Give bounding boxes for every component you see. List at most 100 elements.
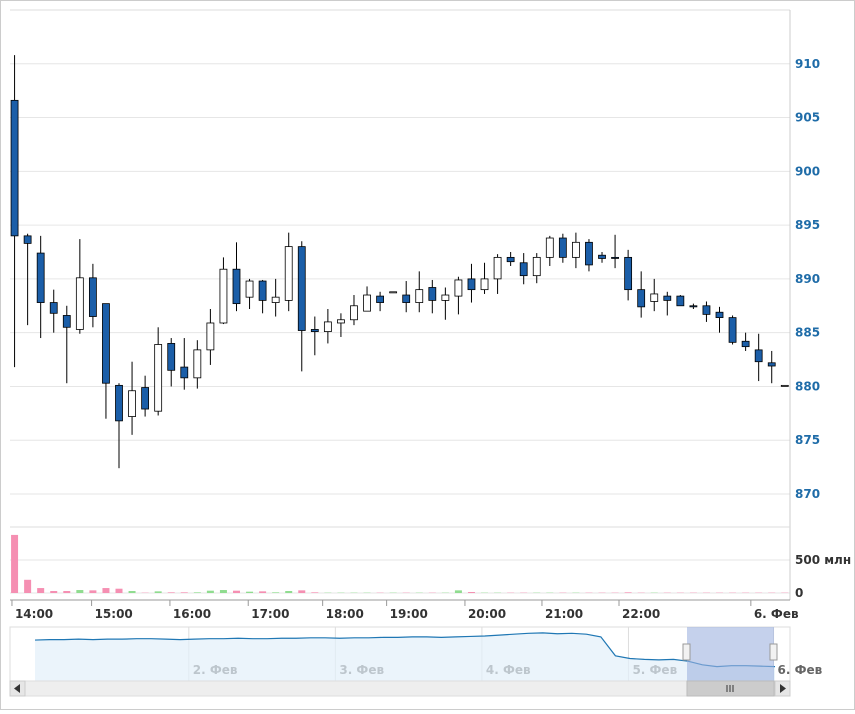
volume-bar [155, 591, 162, 593]
navigator-label: 6. Фев [778, 663, 823, 677]
candle-body [350, 306, 357, 320]
candle-body [102, 304, 109, 384]
x-tick-label: 16:00 [173, 607, 211, 621]
volume-tick-label: 500 млн [795, 553, 851, 567]
candle-body [24, 236, 31, 244]
candle-body [729, 318, 736, 343]
candle-body [494, 257, 501, 279]
x-tick-label: 19:00 [390, 607, 428, 621]
candle-body [664, 296, 671, 300]
candle-body [468, 279, 475, 290]
candle-body [285, 247, 292, 301]
x-tick-label: 17:00 [251, 607, 289, 621]
candle-body [142, 388, 149, 410]
candle-body [220, 269, 227, 323]
candle-body [742, 341, 749, 346]
volume-bar [194, 592, 201, 593]
candle-body [507, 257, 514, 261]
candle-body [337, 320, 344, 323]
candle-body [690, 306, 697, 307]
volume-bar [11, 535, 18, 593]
volume-bar [24, 580, 31, 593]
candle-body [585, 242, 592, 265]
candle-body [364, 295, 371, 311]
volume-bar [285, 591, 292, 593]
y-tick-label: 880 [795, 379, 820, 393]
x-tick-label: 18:00 [326, 607, 364, 621]
candle-body [390, 292, 397, 293]
navigator-handle[interactable] [770, 644, 777, 660]
candle-body [703, 306, 710, 315]
candle-body [89, 278, 96, 317]
volume-tick-label: 0 [795, 586, 803, 600]
volume-bar [37, 588, 44, 593]
candle-body [599, 255, 606, 258]
volume-bar [50, 591, 57, 593]
y-tick-label: 870 [795, 487, 820, 501]
candle-body [612, 257, 619, 258]
volume-bar [625, 592, 632, 593]
candle-body [442, 295, 449, 300]
candle-body [181, 367, 188, 378]
candle-body [677, 296, 684, 306]
candle-body [246, 281, 253, 297]
candle-body [11, 100, 18, 236]
candle-body [455, 280, 462, 296]
x-tick-label: 14:00 [15, 607, 53, 621]
volume-bar [181, 592, 188, 593]
y-tick-label: 905 [795, 111, 820, 125]
candle-body [546, 238, 553, 257]
candle-body [572, 242, 579, 257]
candle-body [168, 343, 175, 370]
candle-body [259, 281, 266, 300]
volume-bar [272, 592, 279, 593]
candle-body [76, 278, 83, 330]
volume-bar [116, 589, 123, 593]
candle-body [416, 290, 423, 303]
candle-body [755, 350, 762, 362]
volume-bar [455, 590, 462, 593]
volume-bar [233, 591, 240, 593]
candle-body [625, 257, 632, 289]
volume-bar [207, 591, 214, 593]
candle-body [768, 363, 775, 366]
navigator-handle[interactable] [683, 644, 690, 660]
volume-bar [168, 592, 175, 593]
candle-body [429, 287, 436, 300]
candle-body [272, 297, 279, 302]
y-tick-label: 875 [795, 433, 820, 447]
scrollbar [10, 681, 790, 696]
volume-bar [89, 590, 96, 593]
candle-body [781, 385, 788, 386]
volume-bar [76, 590, 83, 593]
volume-bar [311, 592, 318, 593]
candle-body [233, 269, 240, 303]
volume-bar [259, 591, 266, 593]
candle-body [194, 350, 201, 378]
candle-body [116, 385, 123, 420]
candle-body [638, 290, 645, 307]
volume-bar [63, 591, 70, 593]
candle-body [311, 329, 318, 331]
y-tick-label: 910 [795, 57, 820, 71]
x-tick-label: 6. Фев [754, 607, 799, 621]
candle-body [533, 257, 540, 275]
candle-body [37, 253, 44, 302]
candle-body [63, 315, 70, 327]
candle-body [520, 263, 527, 276]
candle-body [155, 344, 162, 411]
candle-body [716, 312, 723, 317]
candle-body [207, 323, 214, 350]
x-tick-label: 22:00 [622, 607, 660, 621]
navigator-selection[interactable] [687, 627, 774, 681]
candle-body [324, 322, 331, 332]
x-tick-label: 15:00 [95, 607, 133, 621]
volume-bar [220, 590, 227, 593]
candle-body [481, 279, 488, 290]
volume-bar [246, 592, 253, 593]
volume-bar [129, 591, 136, 593]
candle-body [403, 295, 410, 303]
candle-body [50, 303, 57, 314]
